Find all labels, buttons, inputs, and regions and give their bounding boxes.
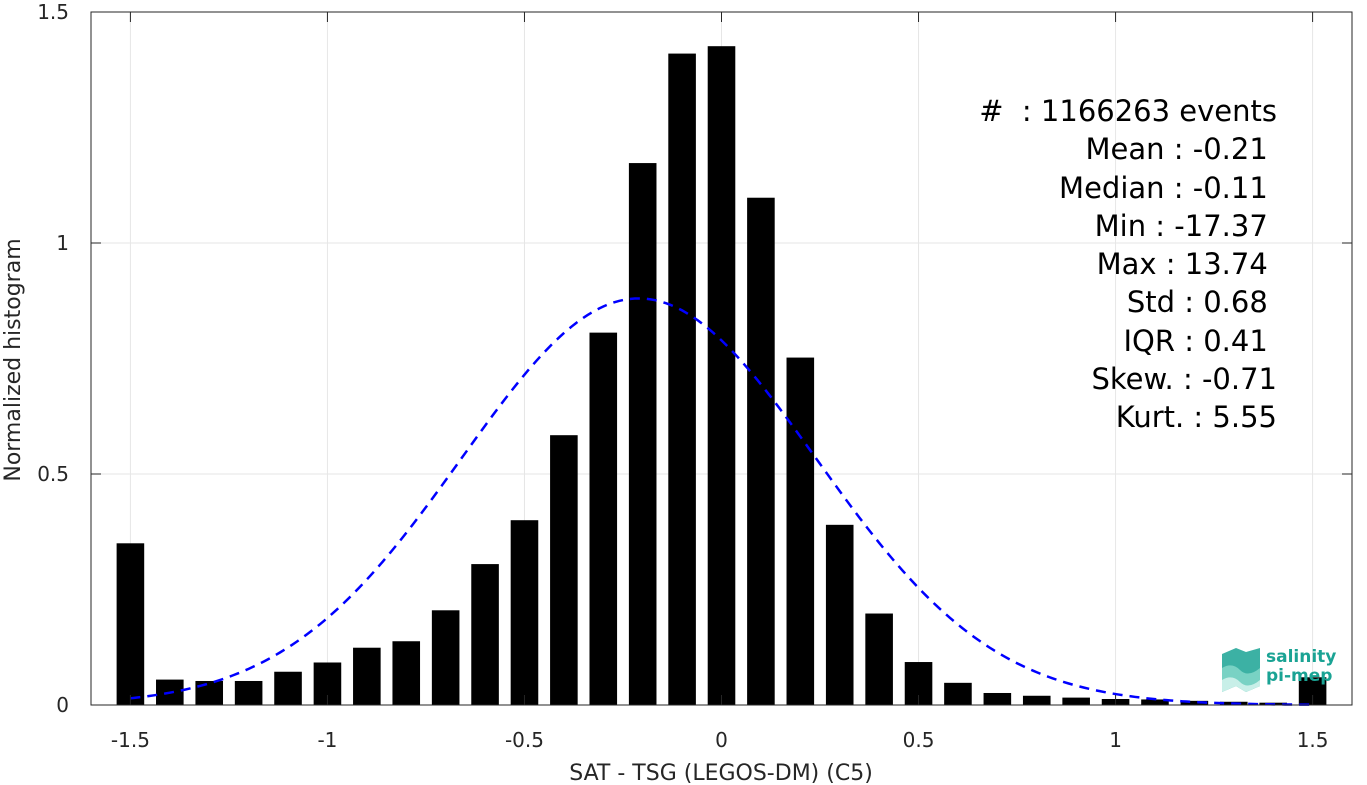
histogram-bar bbox=[1062, 697, 1090, 705]
y-tick-label: 0 bbox=[56, 693, 69, 717]
histogram-bar bbox=[195, 680, 224, 705]
histogram-bar bbox=[786, 357, 815, 705]
stat-events: # : 1166263 events bbox=[979, 94, 1277, 128]
histogram-bar bbox=[1180, 700, 1209, 705]
histogram-bar bbox=[431, 610, 460, 705]
salinity-pi-mep-logo: salinity pi-mep bbox=[1216, 648, 1346, 694]
stat-skew: Skew. : -0.71 bbox=[1091, 362, 1277, 397]
x-tick-label: 1 bbox=[1109, 728, 1122, 752]
histogram-bar bbox=[589, 332, 618, 705]
x-tick-label: 1.5 bbox=[1297, 728, 1329, 752]
axis-ticks: -1.5 -1 -0.5 0 0.5 1 1.5 0 0.5 1 1.5 bbox=[37, 0, 1352, 752]
histogram-bar bbox=[550, 435, 578, 705]
stat-iqr: IQR : 0.41 bbox=[1123, 323, 1277, 358]
gaussian-fit-curve bbox=[130, 297, 1313, 706]
histogram-bar bbox=[825, 524, 854, 705]
histogram-bar bbox=[1022, 695, 1051, 705]
stat-max: Max : 13.74 bbox=[1096, 247, 1277, 282]
histogram-bar bbox=[234, 680, 263, 705]
x-axis-label: SAT - TSG (LEGOS-DM) (C5) bbox=[569, 761, 873, 785]
x-tick-label: 0.5 bbox=[903, 728, 935, 752]
y-tick-label: 1 bbox=[56, 231, 69, 255]
stat-std: Std : 0.68 bbox=[1126, 285, 1277, 320]
stat-min: Min : -17.37 bbox=[1094, 208, 1277, 243]
stat-mean: Mean : -0.21 bbox=[1085, 132, 1277, 167]
histogram-bar bbox=[628, 163, 657, 706]
logo-line-salinity: salinity bbox=[1266, 647, 1337, 667]
x-tick-label: -1 bbox=[317, 728, 337, 752]
x-tick-label: -0.5 bbox=[505, 728, 544, 752]
histogram-bar bbox=[510, 520, 539, 705]
histogram-bar bbox=[707, 46, 736, 706]
histogram-bar bbox=[471, 564, 499, 705]
histogram-bar bbox=[865, 613, 893, 705]
y-tick-label: 0.5 bbox=[37, 462, 69, 486]
histogram-bar bbox=[274, 671, 302, 705]
histogram-bar bbox=[944, 682, 972, 705]
x-tick-label: 0 bbox=[715, 728, 728, 752]
wave-logo-icon bbox=[1222, 648, 1260, 692]
histogram-bar bbox=[392, 641, 421, 705]
x-tick-label: -1.5 bbox=[111, 728, 150, 752]
histogram-bar bbox=[747, 197, 775, 705]
logo-line-pimep: pi-mep bbox=[1266, 666, 1333, 686]
histogram-bar bbox=[1141, 699, 1169, 705]
y-axis-label: Normalized histogram bbox=[1, 238, 26, 481]
stat-kurt: Kurt. : 5.55 bbox=[1115, 400, 1277, 435]
statistics-box: # : 1166263 events Mean : -0.21 Median :… bbox=[979, 92, 1277, 437]
histogram-bar bbox=[983, 692, 1012, 705]
y-tick-label: 1.5 bbox=[37, 0, 69, 24]
histogram-bar bbox=[116, 543, 145, 705]
histogram-bar bbox=[353, 647, 381, 705]
histogram-bar bbox=[668, 53, 696, 705]
histogram-bars bbox=[116, 46, 1327, 706]
stat-median: Median : -0.11 bbox=[1059, 170, 1277, 205]
